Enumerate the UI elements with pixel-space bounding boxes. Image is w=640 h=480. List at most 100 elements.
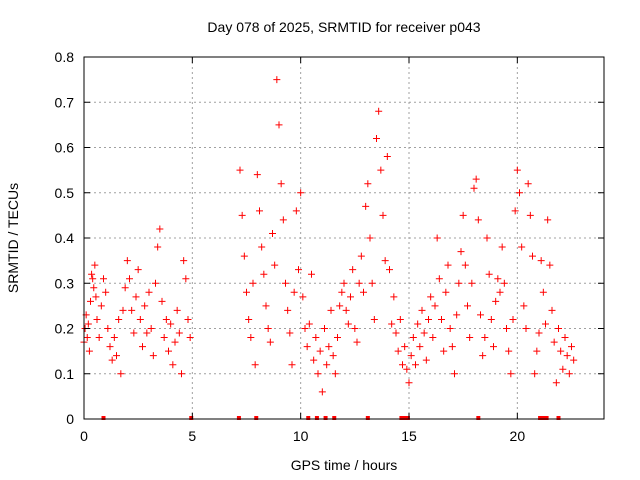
- data-point: [171, 338, 179, 346]
- data-point: [355, 279, 363, 287]
- data-point: [431, 302, 439, 310]
- x-tick-label: 5: [188, 428, 196, 444]
- data-point: [505, 347, 513, 355]
- data-point: [275, 121, 283, 129]
- data-point: [256, 207, 263, 215]
- data-point: [368, 279, 376, 287]
- data-point: [440, 347, 448, 355]
- data-point: [141, 302, 149, 310]
- zero-marker: [399, 416, 404, 420]
- data-point: [340, 279, 348, 287]
- data-point: [292, 207, 300, 215]
- data-point: [117, 370, 125, 378]
- data-point: [396, 315, 404, 323]
- zero-marker: [306, 416, 311, 420]
- data-point: [286, 329, 294, 337]
- zero-marker: [541, 416, 546, 420]
- data-point: [518, 243, 526, 251]
- data-point: [522, 325, 530, 332]
- data-point: [143, 329, 151, 337]
- data-point: [500, 279, 508, 287]
- data-point: [128, 306, 136, 314]
- data-point: [149, 352, 157, 360]
- data-point: [284, 306, 292, 314]
- data-point: [152, 279, 159, 287]
- data-point: [167, 320, 175, 328]
- data-point: [325, 343, 333, 351]
- data-point: [240, 252, 248, 260]
- data-point: [180, 257, 188, 265]
- zero-marker: [405, 416, 410, 420]
- data-point: [247, 334, 255, 342]
- data-point: [507, 370, 515, 378]
- data-point: [243, 288, 250, 296]
- data-point: [513, 166, 521, 174]
- data-point: [132, 293, 140, 301]
- data-point: [303, 343, 311, 351]
- data-point: [474, 216, 482, 224]
- y-tick-label: 0.2: [55, 321, 75, 337]
- zero-marker: [538, 416, 543, 420]
- data-point: [113, 352, 120, 360]
- data-point: [145, 288, 153, 296]
- y-tick-label: 0.6: [55, 140, 75, 156]
- data-point: [100, 275, 107, 283]
- data-point: [290, 288, 298, 296]
- data-point: [353, 338, 361, 346]
- data-point: [84, 320, 92, 328]
- data-point: [329, 352, 337, 360]
- data-point: [178, 370, 185, 378]
- data-point: [362, 202, 370, 210]
- data-point: [535, 329, 543, 337]
- data-point: [496, 288, 504, 296]
- zero-marker: [556, 416, 561, 420]
- data-point: [418, 306, 426, 314]
- data-point: [123, 257, 131, 265]
- data-point: [85, 347, 93, 355]
- data-point: [490, 343, 497, 351]
- series-srmtid: [80, 76, 578, 396]
- x-axis-label: GPS time / hours: [291, 457, 398, 473]
- data-point: [323, 361, 331, 369]
- data-point: [550, 338, 558, 346]
- data-point: [273, 76, 281, 84]
- data-point: [544, 216, 552, 224]
- data-point: [314, 370, 322, 378]
- data-point: [377, 166, 385, 174]
- data-point: [537, 257, 545, 265]
- data-point: [245, 315, 253, 323]
- data-point: [139, 343, 146, 351]
- data-point: [375, 107, 383, 115]
- data-point: [162, 315, 170, 323]
- data-point: [414, 320, 422, 328]
- data-point: [433, 234, 441, 242]
- data-point: [570, 356, 578, 364]
- data-point: [392, 329, 400, 337]
- data-point: [511, 207, 519, 215]
- data-point: [262, 302, 270, 310]
- data-point: [487, 315, 495, 323]
- data-point: [238, 211, 246, 219]
- data-point: [121, 284, 129, 292]
- data-point: [446, 325, 454, 332]
- data-point: [472, 175, 480, 183]
- data-point: [269, 229, 276, 237]
- data-point: [347, 293, 354, 301]
- data-point: [422, 356, 430, 364]
- data-point: [295, 266, 302, 274]
- data-point: [316, 347, 324, 355]
- data-point: [310, 356, 318, 364]
- zero-markers: [101, 416, 561, 420]
- data-point: [88, 270, 96, 278]
- ticks: 0 0.1 0.2 0.3 0.4 0.5 0.6 0.7 0.8 0 5 10 15 20: [55, 49, 604, 444]
- data-point: [455, 279, 463, 287]
- data-point: [388, 320, 396, 328]
- y-axis-label: SRMTID / TECUs: [5, 183, 21, 293]
- data-point: [435, 275, 443, 283]
- data-point: [130, 329, 138, 337]
- data-point: [97, 302, 105, 310]
- data-point: [542, 320, 549, 328]
- data-point: [299, 293, 307, 301]
- data-point: [470, 184, 478, 192]
- data-point: [461, 261, 469, 269]
